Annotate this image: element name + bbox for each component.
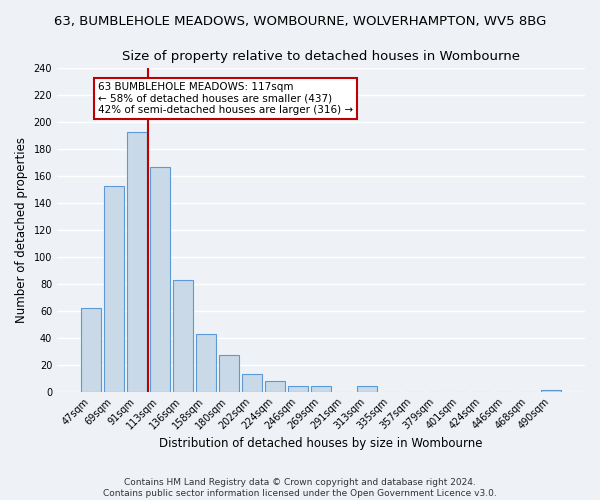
Bar [265, 381, 285, 392]
Bar [127, 132, 146, 392]
Title: Size of property relative to detached houses in Wombourne: Size of property relative to detached ho… [122, 50, 520, 63]
Bar [311, 386, 331, 392]
Bar [242, 374, 262, 392]
X-axis label: Distribution of detached houses by size in Wombourne: Distribution of detached houses by size … [159, 437, 483, 450]
Text: Contains HM Land Registry data © Crown copyright and database right 2024.
Contai: Contains HM Land Registry data © Crown c… [103, 478, 497, 498]
Text: 63, BUMBLEHOLE MEADOWS, WOMBOURNE, WOLVERHAMPTON, WV5 8BG: 63, BUMBLEHOLE MEADOWS, WOMBOURNE, WOLVE… [54, 15, 546, 28]
Bar [173, 280, 193, 392]
Bar [288, 386, 308, 392]
Bar [81, 308, 101, 392]
Bar [357, 386, 377, 392]
Bar [150, 166, 170, 392]
Bar [196, 334, 216, 392]
Text: 63 BUMBLEHOLE MEADOWS: 117sqm
← 58% of detached houses are smaller (437)
42% of : 63 BUMBLEHOLE MEADOWS: 117sqm ← 58% of d… [98, 82, 353, 115]
Bar [541, 390, 561, 392]
Bar [219, 356, 239, 392]
Bar [104, 186, 124, 392]
Y-axis label: Number of detached properties: Number of detached properties [15, 137, 28, 323]
